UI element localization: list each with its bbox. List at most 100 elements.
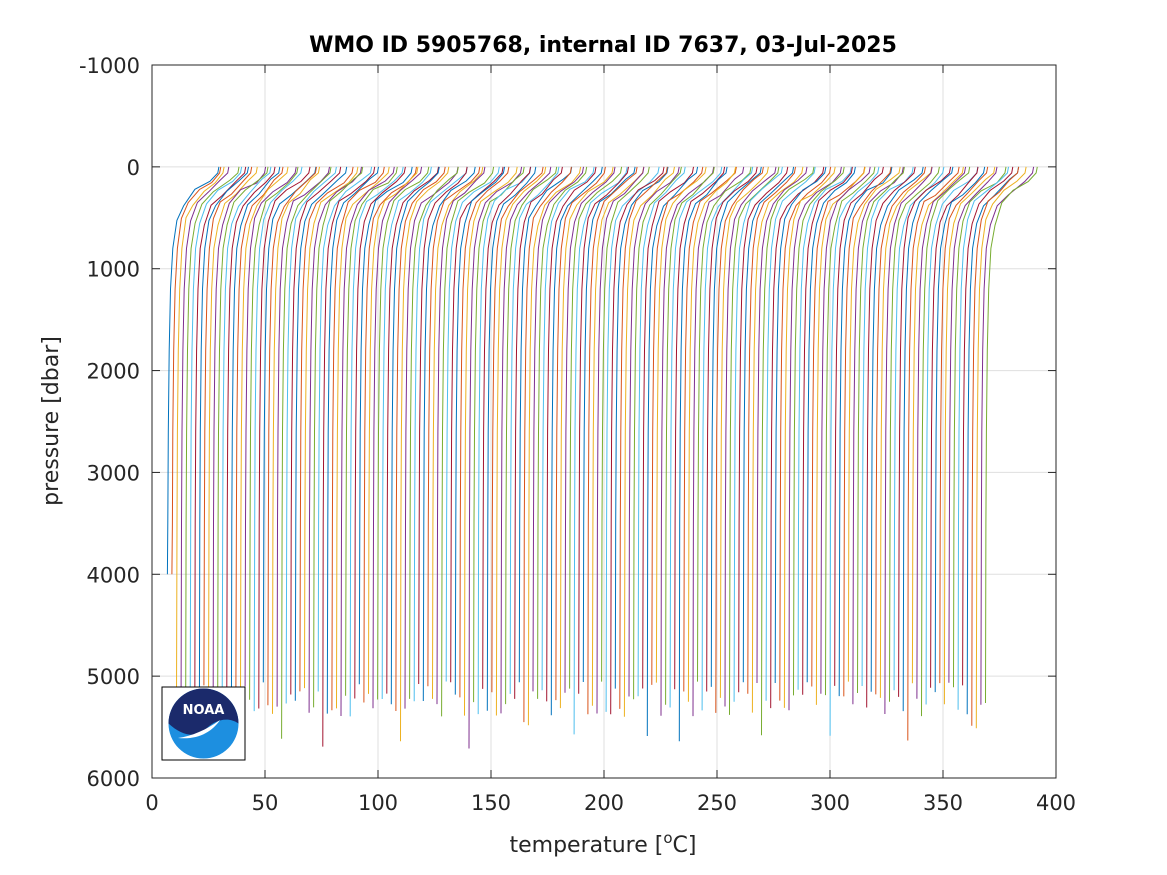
profile-line [445,166,500,682]
profile-line [907,166,960,741]
profile-line [180,166,230,688]
profile-line [226,166,276,690]
x-axis-label: temperature [oC] [509,829,696,858]
logo-gull [178,720,220,739]
profile-line [527,166,582,726]
profile-line [400,166,450,742]
profile-line [838,166,893,697]
profile-line [194,166,247,713]
y-tick-label: 6000 [87,767,140,791]
x-tick-label: 300 [810,791,850,815]
profile-line [221,166,272,696]
profile-line [806,166,856,683]
profile-line [253,166,303,712]
profile-line [971,166,1020,726]
y-tick-label: 2000 [87,360,140,384]
logo-circle-top [168,688,239,735]
profile-line [285,166,337,704]
profile-line [847,166,901,682]
profile-line [541,166,595,691]
axis-ticks: 0 50 100 150 200 250 300 350 400 -1000 0 1000 2000 30… [79,54,1076,815]
profile-line [975,166,1027,729]
profile-line [422,166,476,702]
profile-line [710,166,762,687]
profile-line [898,166,952,697]
profile-line [729,166,780,715]
profile-line [934,166,986,693]
profile-line [509,166,560,694]
profile-line [916,166,967,699]
profile-line [829,166,880,736]
profile-line [870,166,924,692]
y-tick-label: 1000 [87,258,140,282]
profile-line [939,166,989,684]
profile-line [802,166,853,695]
profile-line [564,166,616,693]
profile-line [747,166,796,694]
profile-line [834,166,884,686]
profile-line [637,166,686,697]
profile-line [473,166,525,703]
profile-line [815,166,866,705]
profile-line [230,166,281,720]
profile-line [569,166,623,689]
profile-line [788,166,842,711]
profile-line [495,166,547,716]
profile-line [336,166,390,709]
profile-line [464,166,518,716]
profile-line [454,166,506,695]
chart-title: WMO ID 5905768, internal ID 7637, 03-Jul… [309,33,897,58]
profile-line [395,166,446,712]
profile-line [203,166,253,686]
profile-line [701,166,754,711]
x-tick-label: 350 [923,791,963,815]
x-tick-label: 250 [697,791,737,815]
y-tick-label: 3000 [87,461,140,485]
profile-line [742,166,795,683]
profile-line [875,166,926,695]
profile-line [774,166,827,684]
profile-line [605,166,660,712]
profile-line [724,166,777,707]
profile-line [948,166,998,683]
profile-line [770,166,825,709]
profile-line [317,166,373,692]
profile-line [486,166,537,711]
profile-line [304,166,359,689]
profile-line [390,166,440,705]
profile-line [418,166,468,685]
profile-line [313,166,364,708]
profile-line [985,166,1038,704]
profile-line [715,166,764,713]
profile-line [166,166,220,575]
profile-line [358,166,413,685]
profile-line [761,166,815,736]
profile-line [756,166,808,684]
profile-line [354,166,406,699]
profile-line [619,166,668,709]
profile-line [532,166,584,692]
profile-line [308,166,362,713]
logo-text: NOAA [183,703,225,718]
profile-line [555,166,606,701]
y-tick-label: -1000 [79,54,140,78]
profile-line [719,166,769,698]
profile-line [825,166,876,696]
profile-line [217,166,269,744]
profile-line [614,166,669,689]
profile-line [683,166,737,692]
profile-line [884,166,933,715]
profile-line [573,166,628,735]
profile-line [249,166,299,700]
profile-line [176,166,225,702]
profile-line [651,166,704,685]
profile-line [244,166,297,687]
profile-line [459,166,510,698]
x-tick-label: 100 [358,791,398,815]
profile-line [326,166,379,714]
profile-line [765,166,816,701]
profile-line [477,166,532,715]
profile-line [783,166,836,708]
profile-line [738,166,789,693]
